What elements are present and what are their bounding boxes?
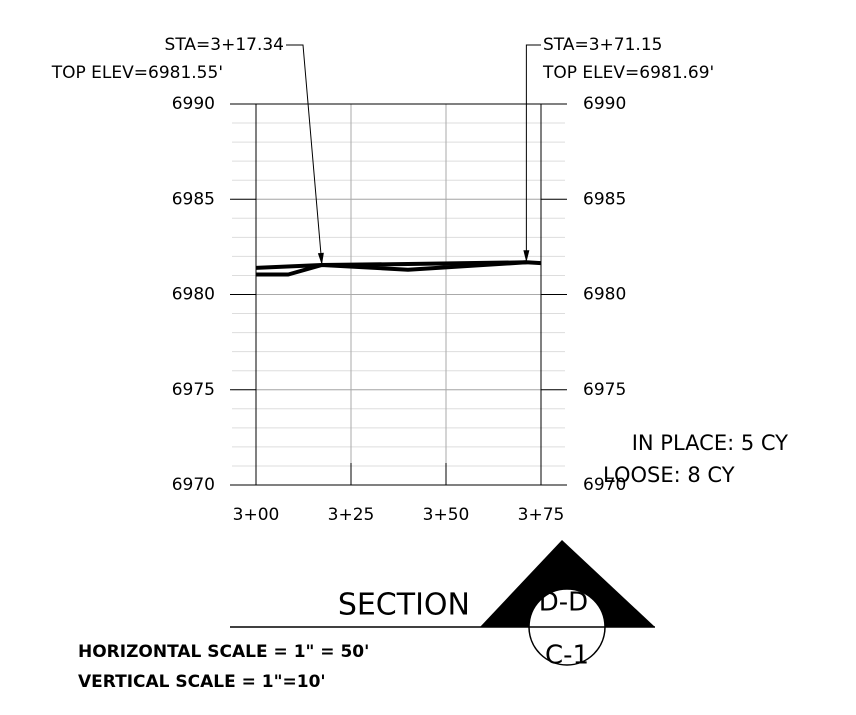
section-id: D-D' xyxy=(539,588,596,618)
y2-tick-label: 6990 xyxy=(583,94,626,114)
annotation-text: STA=3+71.15 xyxy=(543,35,662,55)
y2-tick-label: 6975 xyxy=(583,380,626,400)
leader-line xyxy=(525,44,541,263)
y-tick-label: 6990 xyxy=(172,94,215,114)
volume-in-place: IN PLACE: 5 CY xyxy=(632,431,788,455)
arrow-head xyxy=(523,250,530,263)
y-tick-label: 6985 xyxy=(172,189,215,209)
y2-tick-label: 6985 xyxy=(583,189,626,209)
annotation-text: TOP ELEV=6981.55' xyxy=(51,63,223,83)
y-tick-label: 6980 xyxy=(172,285,215,305)
sheet-id: C-1 xyxy=(545,641,589,671)
leader-line xyxy=(286,44,323,266)
x-tick-label: 3+50 xyxy=(423,505,470,525)
arrow-head xyxy=(317,252,324,265)
x-tick-label: 3+75 xyxy=(518,505,565,525)
plot-frame xyxy=(255,103,542,486)
profile-line xyxy=(256,260,527,277)
section-marker xyxy=(480,540,655,627)
y-tick-label: 6970 xyxy=(172,475,215,495)
annotation-text: STA=3+17.34 xyxy=(165,35,284,55)
y2-tick-label: 6980 xyxy=(583,285,626,305)
volume-loose: LOOSE: 8 CY xyxy=(603,463,735,487)
section-title: SECTION xyxy=(338,588,470,623)
vertical-scale: VERTICAL SCALE = 1"=10' xyxy=(78,672,326,692)
y-tick-label: 6975 xyxy=(172,380,215,400)
x-tick-label: 3+25 xyxy=(328,505,375,525)
profile-line xyxy=(255,260,542,270)
x-tick-label: 3+00 xyxy=(233,505,280,525)
y2-tick-label: 6970 xyxy=(583,475,626,495)
annotation-text: TOP ELEV=6981.69' xyxy=(542,63,714,83)
horizontal-scale: HORIZONTAL SCALE = 1" = 50' xyxy=(78,642,369,662)
